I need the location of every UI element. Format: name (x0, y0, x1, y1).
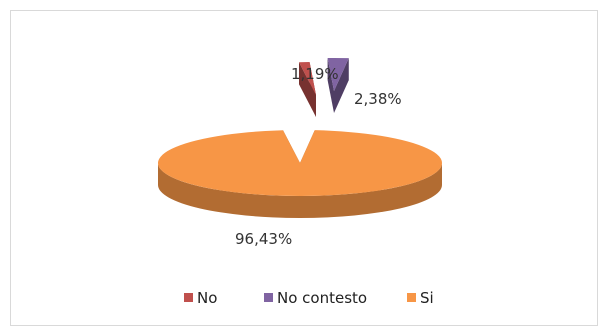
pie-cut-no-contesto-1 (334, 58, 349, 113)
pie-slices (158, 58, 443, 218)
data-labels: 1,19% 2,38% 96,43% (235, 65, 402, 248)
legend-label-no: No (197, 289, 217, 307)
legend-label-si: Si (420, 289, 434, 307)
pie-slice-no (299, 62, 316, 95)
data-label-si: 96,43% (235, 230, 292, 248)
legend-swatch-no (184, 293, 193, 302)
pie-cut-no-contesto-0 (327, 58, 334, 113)
data-label-no-contesto: 2,38% (354, 90, 402, 108)
data-label-no: 1,19% (291, 65, 339, 83)
legend-swatch-no-contesto (264, 293, 273, 302)
pie-side-si (158, 163, 442, 218)
pie-slice-si (158, 130, 443, 196)
legend: No No contesto Si (184, 289, 434, 307)
pie-cut-no-0 (299, 62, 316, 117)
legend-swatch-si (407, 293, 416, 302)
pie-slice-no-contesto (327, 58, 349, 91)
legend-label-no-contesto: No contesto (277, 289, 367, 307)
